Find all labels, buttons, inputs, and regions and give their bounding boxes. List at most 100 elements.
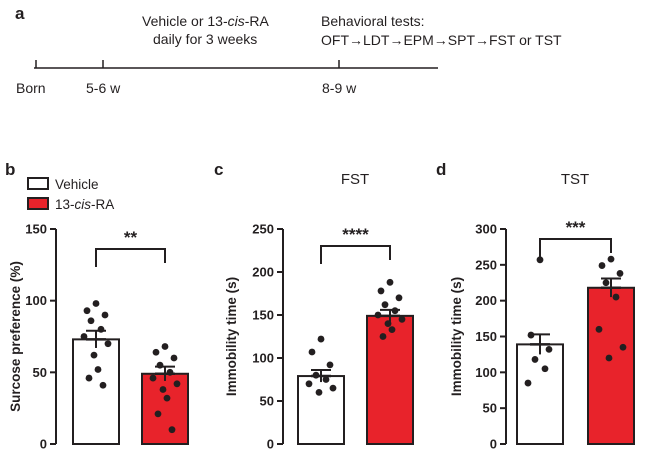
chart-fst: 0 50 100 150 200 250 Immobility time (s) FST ***… — [224, 171, 414, 452]
data-point — [541, 365, 549, 373]
legend-ra-label: 13-cis-RA — [55, 197, 114, 212]
data-point — [101, 311, 109, 319]
bar-13-cis-ra — [587, 286, 635, 445]
data-point — [598, 262, 606, 269]
significance-label: **** — [342, 225, 369, 244]
data-point — [97, 325, 105, 333]
bar-vehicle — [516, 343, 564, 445]
data-point — [87, 317, 95, 325]
data-point — [159, 386, 167, 393]
panel-b-label: b — [5, 160, 15, 179]
data-point — [156, 361, 164, 369]
tests-text-line1: Behavioral tests: — [321, 13, 425, 29]
y-tick-label: 0 — [267, 437, 274, 452]
data-point — [312, 371, 320, 379]
data-point — [395, 294, 403, 302]
data-point — [381, 301, 389, 309]
significance-bracket — [95, 248, 166, 267]
y-tick-label: 0 — [40, 437, 47, 452]
data-point — [170, 354, 178, 362]
bar-13-cis-ra — [366, 314, 414, 445]
data-point — [377, 287, 385, 295]
data-point — [92, 300, 100, 307]
y-tick-label: 300 — [475, 222, 497, 237]
chart-sucrose-preference: 0 50 100 150 Surcose preference (%) ** — [8, 222, 189, 452]
bar-vehicle — [297, 375, 345, 445]
data-point — [315, 389, 323, 396]
data-point — [386, 278, 394, 286]
y-tick-label: 150 — [25, 222, 47, 237]
data-point — [83, 307, 91, 315]
data-point — [166, 368, 174, 376]
timepoint-5-6w: 5-6 w — [86, 80, 121, 96]
data-point — [545, 346, 553, 353]
data-point — [595, 325, 603, 333]
data-point — [531, 356, 539, 363]
data-point — [605, 354, 613, 362]
panel-a-label: a — [15, 4, 25, 23]
data-point — [388, 326, 396, 334]
y-tick-label: 100 — [475, 365, 497, 380]
data-point — [163, 394, 171, 402]
panel-d-label: d — [436, 160, 446, 179]
data-point — [329, 384, 337, 392]
data-point — [524, 379, 532, 387]
data-point — [173, 380, 181, 388]
y-tick-label: 100 — [252, 351, 274, 366]
data-point — [317, 335, 325, 343]
data-point — [154, 410, 162, 418]
panel-c-label: c — [214, 160, 223, 179]
data-point — [602, 279, 610, 287]
data-point — [90, 351, 98, 359]
y-tick-label: 150 — [475, 329, 497, 344]
y-tick-label: 50 — [33, 365, 47, 380]
data-point — [149, 374, 157, 382]
chart-title: TST — [561, 171, 589, 188]
data-point — [152, 348, 160, 356]
y-tick-label: 50 — [483, 401, 497, 416]
y-tick-label: 150 — [252, 308, 274, 323]
significance-bracket — [539, 238, 612, 257]
data-point — [168, 426, 176, 434]
significance-label: *** — [566, 218, 586, 237]
data-point — [85, 374, 93, 382]
y-tick-label: 50 — [260, 394, 274, 409]
chart-title: FST — [341, 171, 369, 188]
data-point — [527, 331, 535, 339]
data-point — [384, 320, 392, 327]
y-axis-title: Surcose preference (%) — [8, 261, 23, 412]
y-tick-label: 250 — [252, 222, 274, 237]
data-point — [612, 293, 620, 301]
data-point — [616, 270, 624, 277]
data-point — [326, 361, 334, 369]
data-point — [305, 380, 313, 388]
y-tick-label: 0 — [490, 437, 497, 452]
data-point — [619, 343, 627, 351]
significance-bracket — [320, 245, 391, 264]
significance-label: ** — [124, 228, 138, 247]
data-point — [99, 381, 107, 389]
timepoint-8-9w: 8-9 w — [322, 80, 357, 96]
y-axis-title: Immobility time (s) — [224, 277, 239, 396]
data-point — [80, 333, 88, 340]
y-tick-label: 250 — [475, 257, 497, 272]
data-point — [161, 343, 169, 350]
treatment-text-line2: daily for 3 weeks — [153, 31, 257, 47]
data-point — [607, 255, 615, 263]
y-axis-title: Immobility time (s) — [449, 277, 464, 396]
timepoint-born: Born — [16, 80, 46, 96]
data-point — [322, 376, 330, 383]
data-point — [398, 315, 406, 323]
data-point — [379, 333, 387, 340]
tests-text-line2: OFT→LDT→EPM→SPT→FST or TST — [321, 32, 562, 48]
y-tick-label: 200 — [252, 265, 274, 280]
legend-vehicle-swatch — [27, 177, 49, 190]
legend-vehicle-label: Vehicle — [55, 177, 99, 192]
data-point — [94, 366, 102, 373]
data-point — [374, 311, 382, 319]
data-point — [391, 307, 399, 315]
chart-tst: 0 50 100 150 200 250 300 Immobility time (s) TST… — [449, 171, 635, 452]
data-point — [104, 340, 112, 348]
y-tick-label: 200 — [475, 293, 497, 308]
